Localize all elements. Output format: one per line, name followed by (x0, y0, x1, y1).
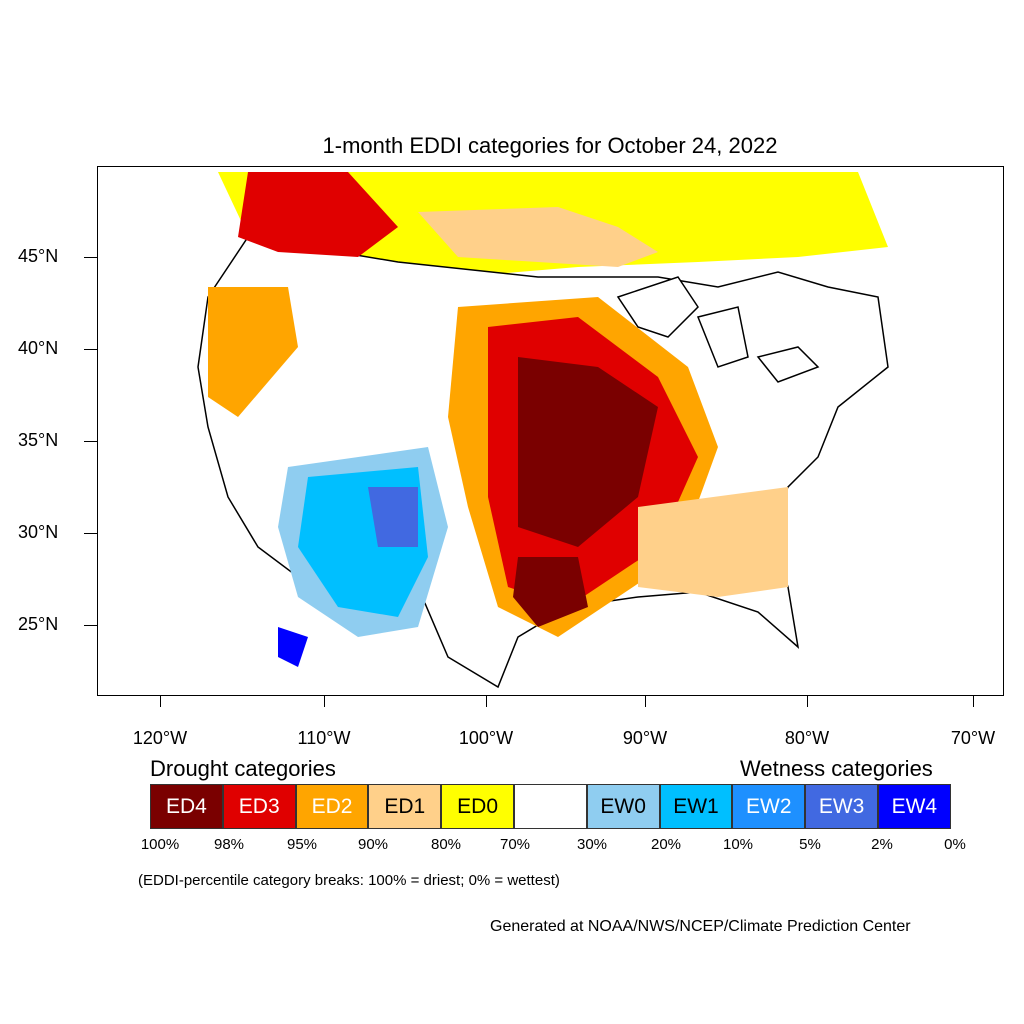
legend-cell-ew3: EW3 (805, 784, 878, 829)
credit-line: Generated at NOAA/NWS/NCEP/Climate Predi… (490, 918, 911, 935)
legend-cell-neutral (513, 784, 587, 829)
legend-cell-ed2: ED2 (295, 784, 369, 829)
legend-label-ew4: EW4 (891, 794, 938, 818)
lon-label-110: 110°W (297, 728, 351, 748)
lon-label-100: 100°W (458, 728, 514, 748)
lat-tick-25 (84, 625, 97, 626)
legend-cell-ew1: EW1 (659, 784, 733, 829)
category-breaks-note: (EDDI-percentile category breaks: 100% =… (138, 872, 560, 889)
legend-cell-ed0: ED0 (441, 784, 514, 829)
canada-orange-patch (418, 207, 658, 267)
legend-label-ew1: EW1 (673, 794, 719, 818)
lon-label-120: 120°W (132, 728, 188, 748)
percentile-label: 100% (140, 836, 180, 853)
legend-label-ed0: ED0 (457, 794, 499, 818)
percentile-label: 0% (944, 836, 966, 853)
lat-label-25: 25°N (18, 614, 59, 634)
percentile-label: 98% (213, 836, 245, 853)
percentile-label: 5% (799, 836, 821, 853)
southeast-ed1 (638, 487, 788, 597)
lon-tick-70 (973, 696, 974, 707)
lon-tick-110 (324, 696, 325, 707)
lat-tick-30 (84, 533, 97, 534)
lon-tick-120 (160, 696, 161, 707)
legend-colorbar: ED4 ED3 ED2 ED1 ED0 EW0 EW1 EW2 EW3 EW4 (150, 784, 951, 829)
plains-ed4 (518, 357, 658, 547)
legend-label-ed1: ED1 (384, 794, 426, 818)
legend-cell-ew4: EW4 (877, 784, 951, 829)
drought-heading: Drought categories (150, 756, 336, 781)
eddi-map (197, 172, 889, 689)
map-panel (97, 166, 1004, 696)
great-lakes (616, 276, 820, 383)
legend-label-ed3: ED3 (238, 794, 280, 818)
percentile-label: 30% (576, 836, 608, 853)
percentile-label: 10% (722, 836, 754, 853)
legend-label-ew0: EW0 (600, 794, 646, 818)
lon-label-70: 70°W (950, 728, 996, 748)
legend-cell-ew0: EW0 (586, 784, 660, 829)
lon-tick-90 (645, 696, 646, 707)
legend-label-ew2: EW2 (746, 794, 792, 818)
percentile-label: 20% (650, 836, 682, 853)
map-title: 1-month EDDI categories for October 24, … (322, 133, 778, 158)
legend-label-ed2: ED2 (311, 794, 353, 818)
texas-ed4 (513, 557, 588, 627)
northwest-orange (208, 287, 298, 417)
lat-tick-35 (84, 441, 97, 442)
percentile-label: 95% (286, 836, 318, 853)
legend-label-ew3: EW3 (818, 794, 865, 818)
legend-cell-ed1: ED1 (368, 784, 442, 829)
legend-label-ed4: ED4 (165, 794, 207, 818)
lon-label-90: 90°W (622, 728, 668, 748)
legend-cell-ed3: ED3 (222, 784, 296, 829)
northwest-drought (238, 172, 398, 257)
lat-tick-40 (84, 349, 97, 350)
legend-cell-ew2: EW2 (732, 784, 806, 829)
southwest-ew3 (368, 487, 418, 547)
percentile-label: 70% (499, 836, 531, 853)
wetness-heading: Wetness categories (740, 756, 933, 781)
lon-tick-100 (486, 696, 487, 707)
lon-label-80: 80°W (784, 728, 830, 748)
lat-label-30: 30°N (18, 522, 59, 542)
percentile-label: 90% (357, 836, 389, 853)
percentile-label: 2% (871, 836, 893, 853)
lat-label-45: 45°N (18, 246, 59, 266)
mexico-ew4 (278, 627, 308, 667)
lat-label-35: 35°N (18, 430, 59, 450)
percentile-label: 80% (430, 836, 462, 853)
lat-label-40: 40°N (18, 338, 59, 358)
lon-tick-80 (807, 696, 808, 707)
lat-tick-45 (84, 257, 97, 258)
legend-cell-ed4: ED4 (150, 784, 223, 829)
